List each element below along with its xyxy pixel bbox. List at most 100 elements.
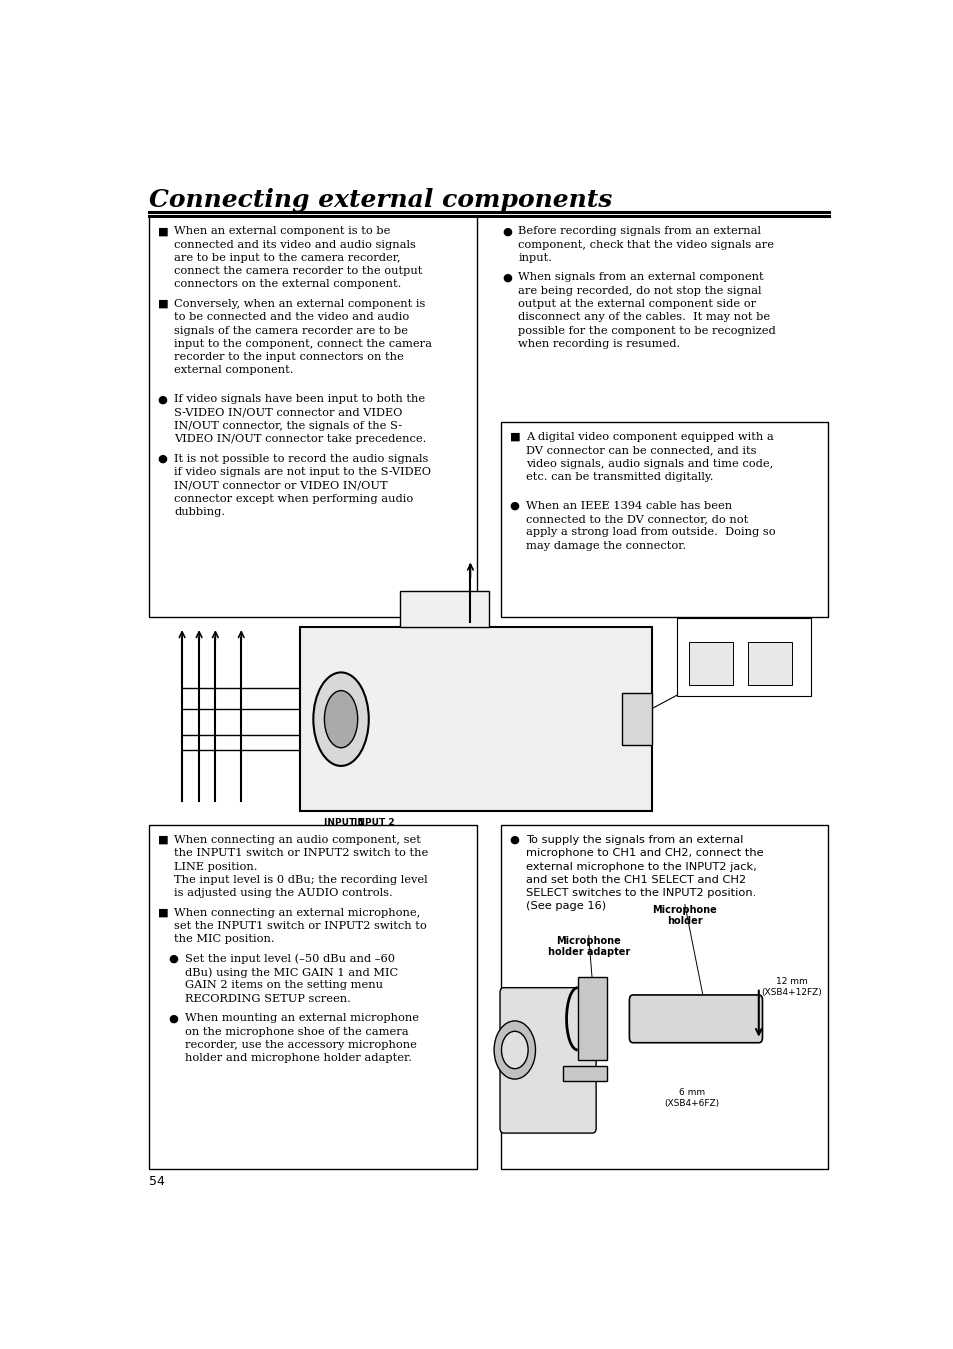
Text: INPUT 1
INPUT 2: INPUT 1 INPUT 2 (759, 657, 780, 668)
Text: input to the component, connect the camera: input to the component, connect the came… (173, 339, 432, 349)
Text: the INPUT1 switch or INPUT2 switch to the: the INPUT1 switch or INPUT2 switch to th… (173, 849, 428, 858)
Ellipse shape (324, 691, 357, 747)
Text: VIDEO IN/OUT connector take precedence.: VIDEO IN/OUT connector take precedence. (173, 434, 426, 444)
Text: the MIC position.: the MIC position. (173, 935, 274, 944)
Text: INPUT 1: INPUT 1 (324, 819, 365, 827)
Bar (621, 693, 651, 745)
Text: input.: input. (518, 252, 552, 263)
Text: ■: ■ (157, 227, 169, 236)
Text: ■: ■ (157, 835, 169, 844)
Bar (562, 1066, 606, 1081)
Text: disconnect any of the cables.  It may not be: disconnect any of the cables. It may not… (518, 312, 770, 322)
Text: dubbing.: dubbing. (173, 507, 225, 517)
Bar (677, 618, 810, 696)
Text: IN/OUT connector, the signals of the S-: IN/OUT connector, the signals of the S- (173, 421, 401, 430)
Bar (500, 824, 826, 1170)
Text: ■: ■ (509, 432, 519, 442)
Text: when recording is resumed.: when recording is resumed. (518, 339, 680, 349)
Text: if video signals are not input to the S-VIDEO: if video signals are not input to the S-… (173, 467, 431, 478)
Text: CH 2 SELECT: CH 2 SELECT (751, 625, 805, 634)
Text: Set the input level (–50 dBu and –60: Set the input level (–50 dBu and –60 (185, 954, 395, 965)
Text: recorder, use the accessory microphone: recorder, use the accessory microphone (185, 1040, 416, 1050)
Text: Conversely, when an external component is: Conversely, when an external component i… (173, 299, 425, 309)
Text: The input level is 0 dBu; the recording level: The input level is 0 dBu; the recording … (173, 876, 427, 885)
Text: ●: ● (509, 500, 519, 511)
Text: CH 1 SELECT: CH 1 SELECT (692, 625, 746, 634)
Text: set the INPUT1 switch or INPUT2 switch to: set the INPUT1 switch or INPUT2 switch t… (173, 921, 426, 931)
Text: external microphone to the INPUT2 jack,: external microphone to the INPUT2 jack, (525, 862, 756, 871)
Text: RECORDING SETUP screen.: RECORDING SETUP screen. (185, 994, 351, 1004)
Text: IN/OUT connector or VIDEO IN/OUT: IN/OUT connector or VIDEO IN/OUT (173, 480, 387, 490)
Text: ●: ● (169, 1013, 178, 1024)
Text: Microphone
holder: Microphone holder (652, 905, 717, 927)
Text: may damage the connector.: may damage the connector. (525, 541, 685, 550)
Text: When connecting an external microphone,: When connecting an external microphone, (173, 908, 419, 917)
Text: INPUT 2: INPUT 2 (354, 819, 395, 827)
Text: INPUT 1
INPUT 2: INPUT 1 INPUT 2 (700, 657, 720, 668)
Text: ●: ● (157, 453, 168, 464)
Text: When signals from an external component: When signals from an external component (518, 272, 763, 282)
Text: on the microphone shoe of the camera: on the microphone shoe of the camera (185, 1027, 408, 1036)
Text: apply a strong load from outside.  Doing so: apply a strong load from outside. Doing … (525, 527, 775, 537)
Text: recorder to the input connectors on the: recorder to the input connectors on the (173, 352, 403, 362)
FancyBboxPatch shape (300, 627, 651, 811)
Text: ■: ■ (157, 908, 169, 917)
Text: connected and its video and audio signals: connected and its video and audio signal… (173, 240, 416, 250)
Text: When an IEEE 1394 cable has been: When an IEEE 1394 cable has been (525, 500, 731, 511)
Text: ●: ● (501, 227, 512, 236)
Bar (577, 977, 607, 1060)
Text: to be connected and the video and audio: to be connected and the video and audio (173, 312, 409, 322)
Text: possible for the component to be recognized: possible for the component to be recogni… (518, 325, 776, 336)
Text: SELECT switches to the INPUT2 position.: SELECT switches to the INPUT2 position. (525, 888, 756, 898)
FancyBboxPatch shape (629, 996, 761, 1043)
Text: are being recorded, do not stop the signal: are being recorded, do not stop the sign… (518, 286, 761, 295)
Text: dBu) using the MIC GAIN 1 and MIC: dBu) using the MIC GAIN 1 and MIC (185, 967, 397, 978)
Text: connect the camera recorder to the output: connect the camera recorder to the outpu… (173, 266, 422, 277)
Text: and set both the CH1 SELECT and CH2: and set both the CH1 SELECT and CH2 (525, 876, 745, 885)
Text: holder and microphone holder adapter.: holder and microphone holder adapter. (185, 1054, 412, 1063)
Bar (500, 421, 826, 616)
Text: component, check that the video signals are: component, check that the video signals … (518, 240, 774, 250)
Text: is adjusted using the AUDIO controls.: is adjusted using the AUDIO controls. (173, 888, 393, 898)
Bar (747, 642, 791, 685)
Text: ●: ● (157, 394, 168, 405)
Text: external component.: external component. (173, 366, 294, 375)
Text: It is not possible to record the audio signals: It is not possible to record the audio s… (173, 453, 428, 464)
Bar (149, 824, 476, 1170)
Text: When connecting an audio component, set: When connecting an audio component, set (173, 835, 420, 844)
Text: 12 mm
(XSB4+12FZ): 12 mm (XSB4+12FZ) (760, 977, 821, 997)
Text: LINE position.: LINE position. (173, 862, 257, 871)
Text: Microphone
holder adapter: Microphone holder adapter (547, 936, 629, 958)
Text: S-VIDEO IN/OUT connector and VIDEO: S-VIDEO IN/OUT connector and VIDEO (173, 407, 402, 418)
Text: Connecting external components: Connecting external components (149, 188, 612, 212)
Text: 54: 54 (149, 1175, 165, 1188)
Text: output at the external component side or: output at the external component side or (518, 299, 756, 309)
Text: signals of the camera recorder are to be: signals of the camera recorder are to be (173, 325, 408, 336)
Text: ■: ■ (157, 299, 169, 309)
Text: connected to the DV connector, do not: connected to the DV connector, do not (525, 514, 747, 523)
Text: video signals, audio signals and time code,: video signals, audio signals and time co… (525, 459, 772, 468)
Text: (See page 16): (See page 16) (525, 901, 605, 912)
Bar (400, 591, 488, 627)
Text: 6 mm
(XSB4+6FZ): 6 mm (XSB4+6FZ) (664, 1089, 720, 1108)
Text: Before recording signals from an external: Before recording signals from an externa… (518, 227, 760, 236)
Text: ●: ● (509, 835, 519, 844)
Text: ●: ● (169, 954, 178, 963)
Text: ●: ● (501, 272, 512, 282)
Text: When an external component is to be: When an external component is to be (173, 227, 390, 236)
Text: connectors on the external component.: connectors on the external component. (173, 279, 401, 290)
Text: are to be input to the camera recorder,: are to be input to the camera recorder, (173, 252, 400, 263)
Text: etc. can be transmitted digitally.: etc. can be transmitted digitally. (525, 472, 713, 482)
Ellipse shape (313, 672, 369, 766)
Text: connector except when performing audio: connector except when performing audio (173, 494, 413, 503)
Text: A digital video component equipped with a: A digital video component equipped with … (525, 432, 773, 442)
Text: DV connector can be connected, and its: DV connector can be connected, and its (525, 445, 756, 455)
Text: To supply the signals from an external: To supply the signals from an external (525, 835, 742, 844)
FancyBboxPatch shape (499, 987, 596, 1133)
Text: microphone to CH1 and CH2, connect the: microphone to CH1 and CH2, connect the (525, 849, 762, 858)
Text: GAIN 2 items on the setting menu: GAIN 2 items on the setting menu (185, 981, 383, 990)
Text: When mounting an external microphone: When mounting an external microphone (185, 1013, 418, 1024)
Bar (688, 642, 732, 685)
Text: If video signals have been input to both the: If video signals have been input to both… (173, 394, 425, 405)
Bar (149, 216, 476, 616)
